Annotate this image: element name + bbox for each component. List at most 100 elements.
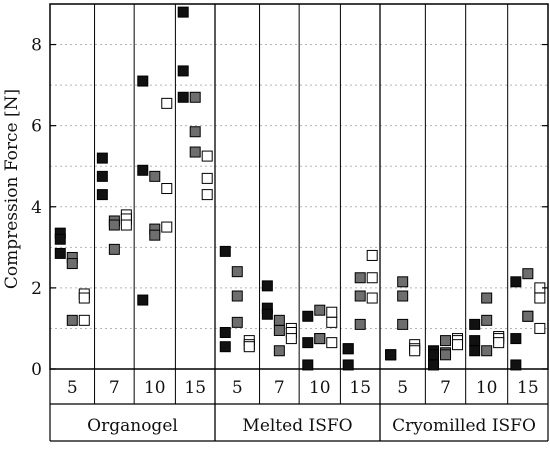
data-point-gray — [108, 219, 120, 231]
data-point-white — [201, 189, 213, 201]
data-point-black — [177, 6, 189, 18]
data-point-black — [96, 170, 108, 182]
y-axis-title: Compression Force [N] — [2, 89, 22, 289]
data-point-gray — [273, 345, 285, 357]
y-axis: 0 2 4 6 8 — [31, 36, 548, 380]
x-tick-label: 10 — [144, 378, 166, 398]
x-tick-label: 5 — [67, 378, 78, 398]
data-point-black — [342, 359, 354, 371]
data-point-gray — [397, 276, 409, 288]
data-point-gray — [440, 335, 452, 347]
data-point-black — [302, 310, 314, 322]
data-point-gray — [108, 243, 120, 255]
data-point-black — [137, 164, 149, 176]
data-point-black — [219, 341, 231, 353]
data-point-white — [161, 221, 173, 233]
data-point-black — [510, 359, 522, 371]
data-point-white — [534, 322, 546, 334]
data-point-white — [452, 339, 464, 351]
data-point-gray — [149, 229, 161, 241]
data-point-white — [534, 292, 546, 304]
data-point-gray — [273, 314, 285, 326]
data-point-white — [120, 219, 132, 231]
data-point-white — [201, 150, 213, 162]
data-point-black — [385, 349, 397, 361]
data-point-black — [177, 91, 189, 103]
x-tick-label: 10 — [309, 378, 331, 398]
data-point-gray — [189, 126, 201, 138]
data-point-gray — [354, 272, 366, 284]
x-tick-label: 5 — [397, 378, 408, 398]
x-tick-label: 15 — [517, 378, 539, 398]
data-point-white — [326, 337, 338, 349]
y-tick-label: 8 — [31, 36, 42, 56]
data-point-black — [261, 308, 273, 320]
y-tick-label: 6 — [31, 117, 42, 137]
data-point-white — [366, 272, 378, 284]
data-point-white — [493, 337, 505, 349]
x-tick-label: 5 — [232, 378, 243, 398]
data-point-gray — [66, 258, 78, 270]
data-point-gray — [231, 290, 243, 302]
data-point-gray — [481, 345, 493, 357]
y-tick-label: 4 — [31, 198, 42, 218]
data-point-gray — [314, 304, 326, 316]
data-point-white — [161, 97, 173, 109]
data-point-black — [137, 75, 149, 87]
x-tick-label: 7 — [274, 378, 285, 398]
data-point-black — [96, 189, 108, 201]
data-point-gray — [149, 170, 161, 182]
data-point-black — [469, 345, 481, 357]
data-point-black — [510, 276, 522, 288]
data-point-gray — [522, 268, 534, 280]
data-point-white — [326, 306, 338, 318]
data-point-white — [243, 341, 255, 353]
data-points — [54, 6, 546, 371]
data-point-black — [342, 343, 354, 355]
data-point-gray — [354, 290, 366, 302]
data-point-white — [326, 316, 338, 328]
data-point-black — [96, 152, 108, 164]
data-point-gray — [231, 266, 243, 278]
data-point-white — [78, 314, 90, 326]
y-tick-label: 0 — [31, 360, 42, 380]
data-point-white — [366, 249, 378, 261]
data-point-black — [54, 233, 66, 245]
data-point-gray — [66, 314, 78, 326]
data-point-black — [428, 359, 440, 371]
x-tick-label: 15 — [184, 378, 206, 398]
data-point-white — [285, 333, 297, 345]
data-point-black — [469, 318, 481, 330]
x-tick-label: 10 — [476, 378, 498, 398]
data-point-white — [161, 183, 173, 195]
data-point-gray — [189, 91, 201, 103]
data-point-black — [219, 327, 231, 338]
data-point-black — [510, 333, 522, 345]
data-point-white — [201, 172, 213, 184]
data-point-black — [54, 247, 66, 259]
data-point-white — [409, 345, 421, 357]
data-point-black — [261, 280, 273, 292]
y-tick-label: 2 — [31, 279, 42, 299]
group-label: Melted ISFO — [242, 416, 352, 436]
data-point-gray — [440, 349, 452, 361]
data-point-gray — [354, 318, 366, 330]
x-tick-label: 7 — [109, 378, 120, 398]
x-axis-table: Organogel 5 7 10 15 Melted ISFO 5 7 10 15 Cryomill… — [49, 4, 549, 442]
data-point-black — [428, 349, 440, 361]
data-point-white — [366, 292, 378, 304]
data-point-gray — [397, 318, 409, 330]
data-point-gray — [189, 146, 201, 158]
data-point-black — [219, 245, 231, 257]
data-point-gray — [314, 333, 326, 345]
data-point-black — [177, 65, 189, 77]
gridlines — [50, 44, 548, 329]
data-point-gray — [397, 290, 409, 302]
x-tick-label: 7 — [440, 378, 451, 398]
data-point-gray — [522, 310, 534, 322]
data-point-black — [137, 294, 149, 306]
data-point-white — [78, 292, 90, 304]
group-label: Cryomilled ISFO — [392, 416, 536, 436]
x-tick-label: 15 — [349, 378, 371, 398]
